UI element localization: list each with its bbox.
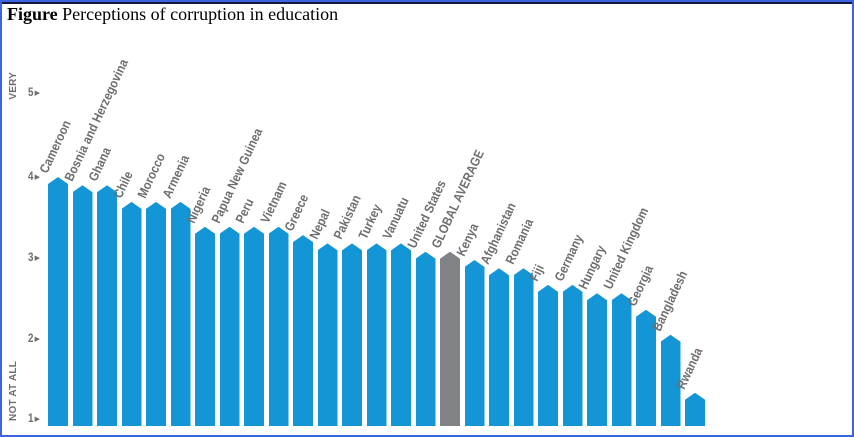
- bar-fiji: [538, 284, 558, 426]
- tick-arrow-icon: ▶: [34, 89, 40, 97]
- bar-label-greece: Greece: [281, 192, 312, 234]
- bar-label-peru: Peru: [232, 195, 257, 226]
- bar-pakistan: [342, 243, 362, 426]
- bar-afghanistan: [489, 268, 509, 426]
- y-tick-4: 4 ▶: [2, 168, 40, 186]
- tick-arrow-icon: ▶: [34, 173, 40, 181]
- y-tick-1: 1 ▶: [2, 410, 40, 428]
- bar-armenia: [170, 201, 191, 426]
- bar-label-turkey: Turkey: [354, 202, 384, 242]
- bar-label-nepal: Nepal: [305, 207, 333, 242]
- bar-morocco: [146, 201, 166, 426]
- bar-hungary: [587, 293, 607, 426]
- y-tick-label: 1: [28, 413, 34, 425]
- bar-greece: [293, 235, 313, 426]
- bar-ghana: [97, 185, 117, 426]
- bar-global-average: [440, 251, 460, 426]
- bar-chile: [121, 201, 142, 426]
- tick-arrow-icon: ▶: [34, 415, 40, 423]
- bar-united-states: [415, 251, 436, 426]
- bar-vanuatu: [391, 243, 411, 426]
- bar-label-bangladesh: Bangladesh: [648, 268, 690, 334]
- bar-peru: [244, 226, 264, 426]
- bar-bosnia-and-herzegovina: [72, 185, 93, 426]
- y-tick-label: 3: [28, 252, 34, 264]
- bar-label-vanuatu: Vanuatu: [379, 195, 412, 242]
- figure-top-rule: [2, 2, 852, 4]
- bar-label-kenya: Kenya: [452, 220, 481, 259]
- bar-united-kingdom: [611, 293, 632, 426]
- bar-bangladesh: [660, 334, 681, 426]
- y-tick-label: 4: [28, 171, 34, 183]
- y-tick-label: 2: [28, 333, 34, 345]
- bar-germany: [562, 284, 583, 426]
- bar-turkey: [366, 243, 387, 426]
- figure-label: Figure: [7, 4, 58, 24]
- bar-nepal: [317, 243, 338, 426]
- bar-georgia: [636, 309, 656, 426]
- y-tick-label: 5: [28, 87, 34, 99]
- tick-arrow-icon: ▶: [34, 254, 40, 262]
- bar-label-georgia: Georgia: [624, 262, 657, 309]
- figure-title: Figure Perceptions of corruption in educ…: [7, 2, 338, 26]
- bar-papua-new-guinea: [219, 226, 240, 426]
- figure-title-text: Perceptions of corruption in education: [62, 4, 339, 24]
- bar-vietnam: [268, 226, 289, 426]
- bar-label-chile: Chile: [109, 168, 136, 201]
- bar-cameroon: [48, 177, 68, 426]
- bar-romania: [513, 268, 534, 426]
- tick-arrow-icon: ▶: [34, 335, 40, 343]
- y-tick-2: 2 ▶: [2, 330, 40, 348]
- y-tick-5: 5 ▶: [2, 84, 40, 102]
- bar-label-ghana: Ghana: [85, 145, 114, 184]
- bar-label-vietnam: Vietnam: [256, 178, 290, 226]
- bar-nigeria: [195, 226, 215, 426]
- y-tick-3: 3 ▶: [2, 249, 40, 267]
- bar-kenya: [464, 260, 485, 426]
- bar-rwanda: [685, 392, 705, 426]
